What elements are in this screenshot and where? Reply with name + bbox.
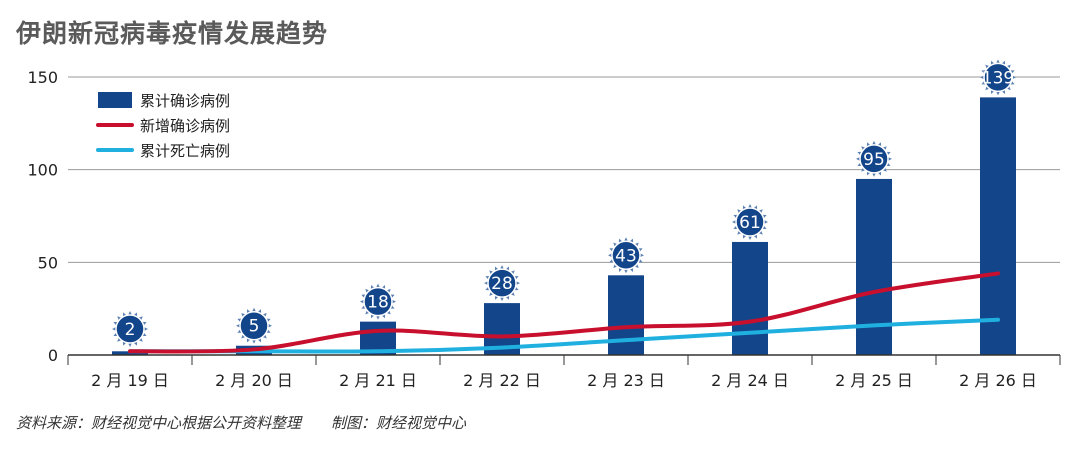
deaths-line — [128, 317, 1000, 354]
data-label: 28 — [491, 274, 513, 294]
y-tick-label: 50 — [38, 253, 58, 272]
y-tick-label: 150 — [27, 68, 58, 87]
x-tick-label: 2 月 19 日 — [91, 371, 169, 390]
value-badge: 139 — [980, 59, 1016, 96]
legend-label: 累计死亡病例 — [140, 142, 230, 160]
x-tick-label: 2 月 22 日 — [463, 371, 541, 390]
x-tick-label: 2 月 21 日 — [339, 371, 417, 390]
bar — [980, 97, 1016, 356]
y-tick-label: 0 — [48, 346, 58, 365]
legend-swatch-bar — [98, 92, 132, 108]
bar — [732, 241, 768, 355]
value-badge: 95 — [856, 140, 892, 177]
source-note: 资料来源：财经视觉中心根据公开资料整理 制图：财经视觉中心 — [16, 414, 467, 432]
bar — [856, 178, 892, 355]
y-tick-label: 100 — [27, 161, 58, 180]
value-badge: 18 — [360, 283, 396, 320]
data-label: 18 — [367, 293, 389, 313]
value-badge: 43 — [608, 237, 644, 274]
value-badge: 5 — [236, 307, 272, 344]
badge-circle — [239, 310, 269, 341]
new-cases-line — [128, 271, 1000, 354]
badge-circle — [487, 268, 517, 298]
legend-label: 新增确诊病例 — [140, 117, 230, 135]
x-tick-label: 2 月 25 日 — [835, 371, 913, 390]
badge-circle — [611, 240, 641, 271]
x-tick-label: 2 月 23 日 — [587, 371, 665, 390]
legend-label: 累计确诊病例 — [140, 92, 230, 110]
chart-title: 伊朗新冠病毒疫情发展趋势 — [16, 19, 329, 48]
badge-circle — [115, 314, 145, 344]
value-badge: 2 — [112, 311, 148, 347]
value-badge: 28 — [484, 265, 520, 302]
data-label: 61 — [739, 213, 761, 233]
x-tick-label: 2 月 20 日 — [215, 371, 293, 390]
data-label: 2 — [125, 320, 136, 340]
data-label: 139 — [982, 68, 1014, 88]
value-badge: 61 — [732, 203, 768, 240]
badge-circle — [983, 62, 1013, 93]
badge-circle — [363, 286, 393, 317]
x-tick-label: 2 月 26 日 — [959, 371, 1037, 390]
data-label: 95 — [863, 150, 885, 170]
data-label: 5 — [249, 317, 260, 337]
x-tick-label: 2 月 24 日 — [711, 371, 789, 390]
data-label: 43 — [615, 246, 637, 266]
bar — [608, 275, 644, 355]
badge-circle — [735, 207, 765, 237]
badge-circle — [859, 144, 889, 174]
